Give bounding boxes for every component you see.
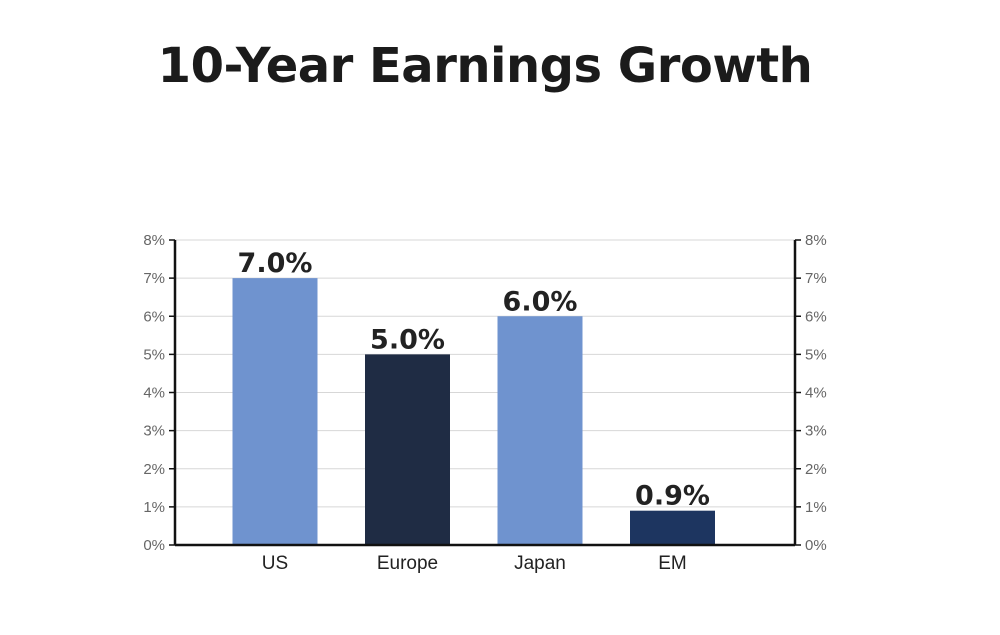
y-tick-label: 7% [143, 270, 165, 287]
bar-us [232, 278, 318, 545]
y-tick-label: 2% [143, 461, 165, 478]
data-label: 0.9% [635, 481, 710, 512]
bar-em [630, 510, 715, 545]
secondary-y-tick-label: 1% [805, 499, 827, 516]
x-tick-label: Japan [514, 553, 566, 574]
secondary-y-tick-label: 0% [805, 537, 827, 554]
data-label: 6.0% [503, 286, 578, 317]
secondary-y-tick-label: 5% [805, 346, 827, 363]
labels: 0% 1% 2% 3% 4% 5% 6% 7% 8% 0% 1% 2% 3% 4% 5% 6% 7% 8% 7.0%… [143, 232, 826, 574]
secondary-y-tick-label: 7% [805, 270, 827, 287]
y-tick-label: 3% [143, 423, 165, 440]
bar-japan [497, 316, 583, 545]
chart-title: 10-Year Earnings Growth [157, 38, 813, 94]
secondary-y-tick-label: 6% [805, 308, 827, 325]
secondary-y-tick-label: 3% [805, 423, 827, 440]
y-tick-label: 1% [143, 499, 165, 516]
y-tick-label: 5% [143, 346, 165, 363]
data-label: 5.0% [370, 324, 445, 355]
x-tick-label: EM [658, 553, 687, 574]
y-tick-label: 6% [143, 308, 165, 325]
bars [232, 278, 715, 545]
bar-europe [365, 354, 450, 545]
x-tick-label: Europe [377, 553, 438, 574]
secondary-y-tick-label: 8% [805, 232, 827, 249]
x-tick-label: US [262, 553, 288, 574]
y-tick-label: 4% [143, 385, 165, 402]
data-label: 7.0% [238, 248, 313, 279]
axes [173, 240, 797, 547]
secondary-y-tick-label: 4% [805, 385, 827, 402]
y-tick-label: 8% [143, 232, 165, 249]
secondary-y-tick-label: 2% [805, 461, 827, 478]
y-tick-label: 0% [143, 537, 165, 554]
